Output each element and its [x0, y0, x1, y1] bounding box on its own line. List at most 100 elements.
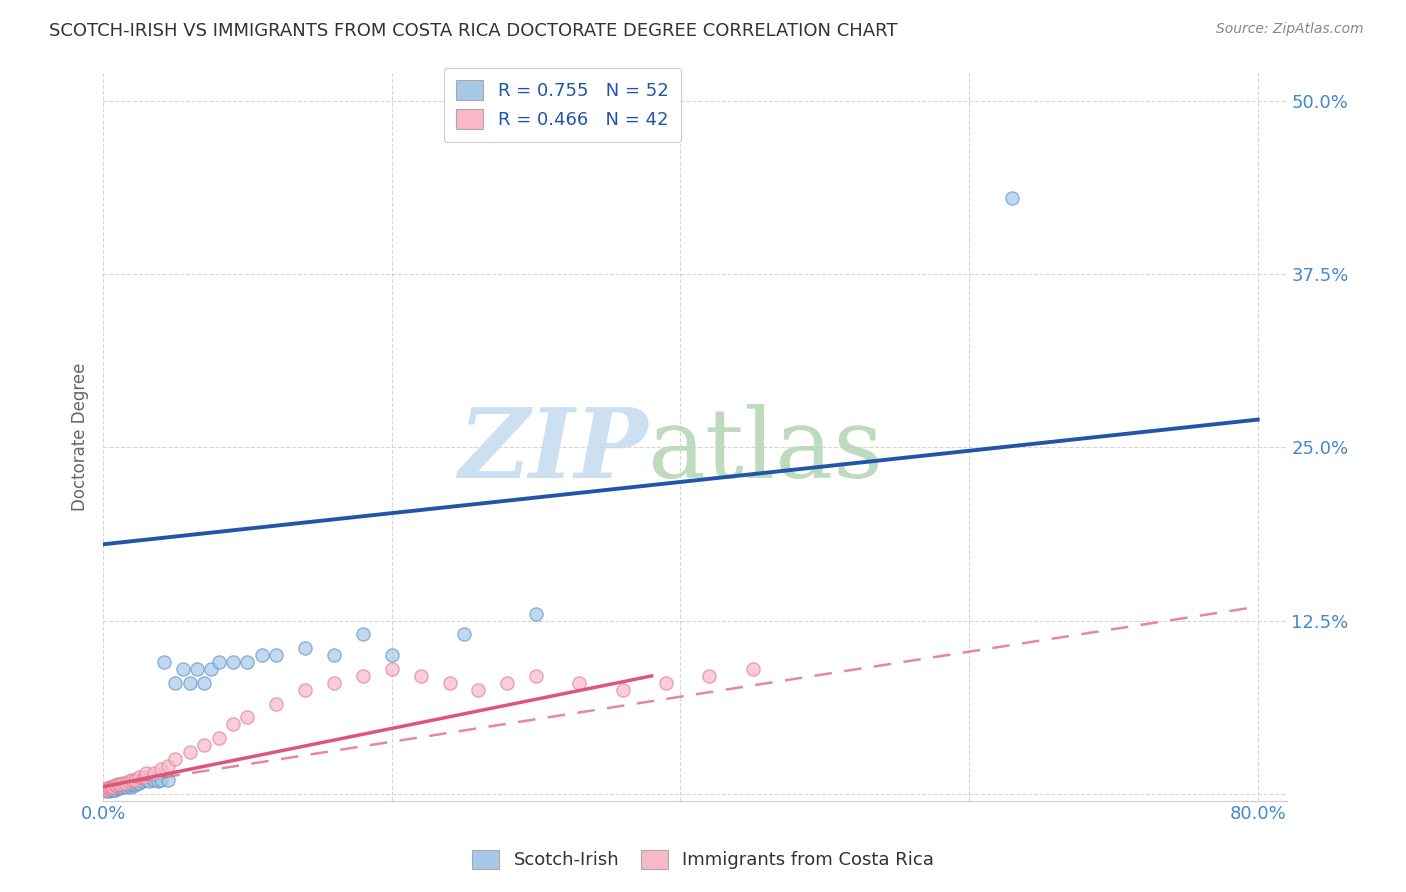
Point	[200, 662, 222, 676]
Point	[135, 765, 157, 780]
Point	[107, 777, 129, 791]
Point	[96, 782, 118, 797]
Point	[138, 774, 160, 789]
Point	[112, 778, 135, 792]
Point	[222, 655, 245, 669]
Legend: Scotch-Irish, Immigrants from Costa Rica: Scotch-Irish, Immigrants from Costa Rica	[463, 840, 943, 879]
Point	[157, 759, 180, 773]
Point	[128, 770, 150, 784]
Point	[741, 662, 763, 676]
Point	[105, 778, 128, 792]
Point	[135, 772, 157, 787]
Point	[128, 775, 150, 789]
Point	[697, 669, 720, 683]
Point	[294, 682, 316, 697]
Point	[101, 782, 124, 797]
Point	[157, 772, 180, 787]
Point	[124, 772, 146, 787]
Text: atlas: atlas	[648, 404, 883, 499]
Point	[104, 782, 127, 797]
Point	[409, 669, 432, 683]
Point	[294, 641, 316, 656]
Point	[121, 772, 143, 787]
Point	[179, 745, 201, 759]
Point	[107, 780, 129, 794]
Point	[142, 765, 165, 780]
Point	[524, 607, 547, 621]
Point	[103, 780, 125, 794]
Point	[142, 772, 165, 787]
Point	[98, 780, 121, 794]
Point	[453, 627, 475, 641]
Point	[124, 778, 146, 792]
Point	[110, 777, 132, 791]
Point	[121, 778, 143, 792]
Point	[568, 676, 591, 690]
Point	[108, 781, 131, 796]
Point	[1001, 191, 1024, 205]
Point	[114, 778, 136, 792]
Point	[496, 676, 519, 690]
Point	[96, 781, 118, 796]
Point	[149, 762, 172, 776]
Point	[120, 780, 142, 794]
Point	[236, 655, 259, 669]
Point	[655, 676, 678, 690]
Point	[122, 777, 145, 791]
Point	[132, 770, 155, 784]
Point	[146, 774, 169, 789]
Point	[222, 717, 245, 731]
Point	[207, 655, 229, 669]
Point	[104, 778, 127, 792]
Point	[266, 697, 288, 711]
Point	[352, 669, 374, 683]
Point	[94, 784, 117, 798]
Point	[149, 772, 172, 787]
Point	[165, 752, 187, 766]
Point	[115, 775, 138, 789]
Point	[115, 780, 138, 794]
Point	[110, 780, 132, 794]
Point	[101, 780, 124, 794]
Point	[97, 781, 120, 796]
Point	[103, 782, 125, 797]
Point	[98, 782, 121, 797]
Point	[118, 778, 141, 792]
Point	[193, 676, 215, 690]
Point	[323, 676, 346, 690]
Point	[186, 662, 208, 676]
Point	[104, 781, 127, 796]
Text: Source: ZipAtlas.com: Source: ZipAtlas.com	[1216, 22, 1364, 37]
Y-axis label: Doctorate Degree: Doctorate Degree	[72, 363, 89, 511]
Text: ZIP: ZIP	[458, 404, 648, 499]
Point	[172, 662, 194, 676]
Point	[98, 781, 121, 796]
Point	[105, 781, 128, 796]
Point	[236, 710, 259, 724]
Point	[381, 662, 404, 676]
Point	[381, 648, 404, 662]
Point	[612, 682, 634, 697]
Point	[111, 780, 134, 794]
Point	[165, 676, 187, 690]
Legend: R = 0.755   N = 52, R = 0.466   N = 42: R = 0.755 N = 52, R = 0.466 N = 42	[443, 68, 681, 142]
Point	[118, 774, 141, 789]
Point	[467, 682, 489, 697]
Point	[439, 676, 461, 690]
Point	[112, 775, 135, 789]
Point	[179, 676, 201, 690]
Point	[107, 781, 129, 796]
Point	[97, 784, 120, 798]
Point	[266, 648, 288, 662]
Point	[193, 738, 215, 752]
Point	[152, 655, 174, 669]
Point	[131, 774, 153, 789]
Point	[524, 669, 547, 683]
Point	[207, 731, 229, 746]
Text: SCOTCH-IRISH VS IMMIGRANTS FROM COSTA RICA DOCTORATE DEGREE CORRELATION CHART: SCOTCH-IRISH VS IMMIGRANTS FROM COSTA RI…	[49, 22, 897, 40]
Point	[250, 648, 273, 662]
Point	[94, 782, 117, 797]
Point	[352, 627, 374, 641]
Point	[117, 777, 139, 791]
Point	[125, 775, 148, 789]
